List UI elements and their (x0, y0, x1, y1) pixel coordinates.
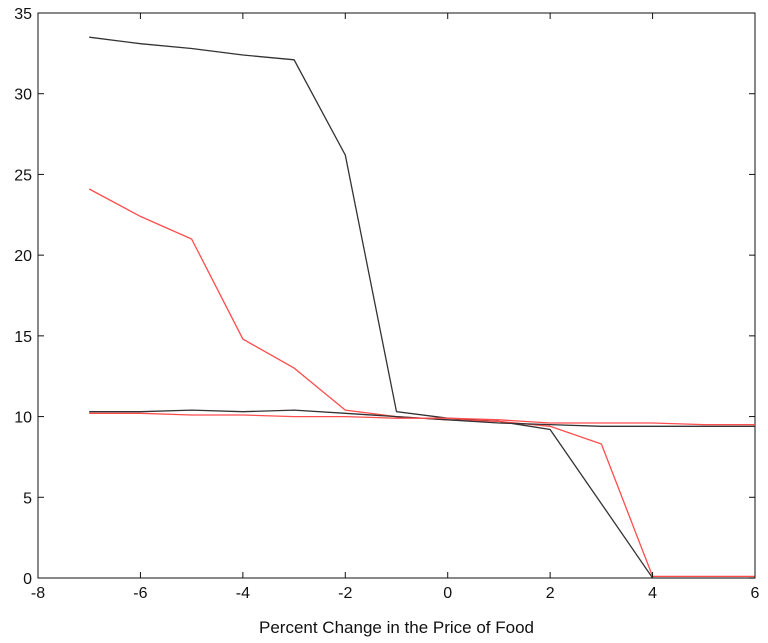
x-tick-label: -6 (133, 585, 147, 602)
y-tick-label: 20 (14, 248, 32, 265)
y-tick-label: 0 (23, 571, 32, 588)
x-tick-label: -4 (236, 585, 250, 602)
x-tick-label: 4 (648, 585, 657, 602)
y-tick-label: 15 (14, 329, 32, 346)
series-line-1 (89, 36, 755, 579)
y-tick-label: 25 (14, 167, 32, 184)
y-tick-label: 35 (14, 6, 32, 23)
x-tick-label: -2 (338, 585, 352, 602)
plot-area-frame (37, 12, 756, 579)
y-tick-label: 30 (14, 87, 32, 104)
y-tick-label: 10 (14, 410, 32, 427)
x-tick-label: 0 (443, 585, 452, 602)
series-line-2 (88, 188, 755, 578)
x-tick-label: 2 (546, 585, 555, 602)
ticks-layer: -8 -6 -4 -2 0 2 4 6 0 5 10 15 20 25 30 35 (14, 6, 759, 602)
y-tick-label: 5 (23, 490, 32, 507)
series-layer (88, 36, 755, 579)
series-line-4 (89, 412, 755, 426)
x-tick-label: -8 (31, 585, 45, 602)
x-axis-title: Percent Change in the Price of Food (259, 618, 534, 637)
x-tick-label: 6 (751, 585, 760, 602)
